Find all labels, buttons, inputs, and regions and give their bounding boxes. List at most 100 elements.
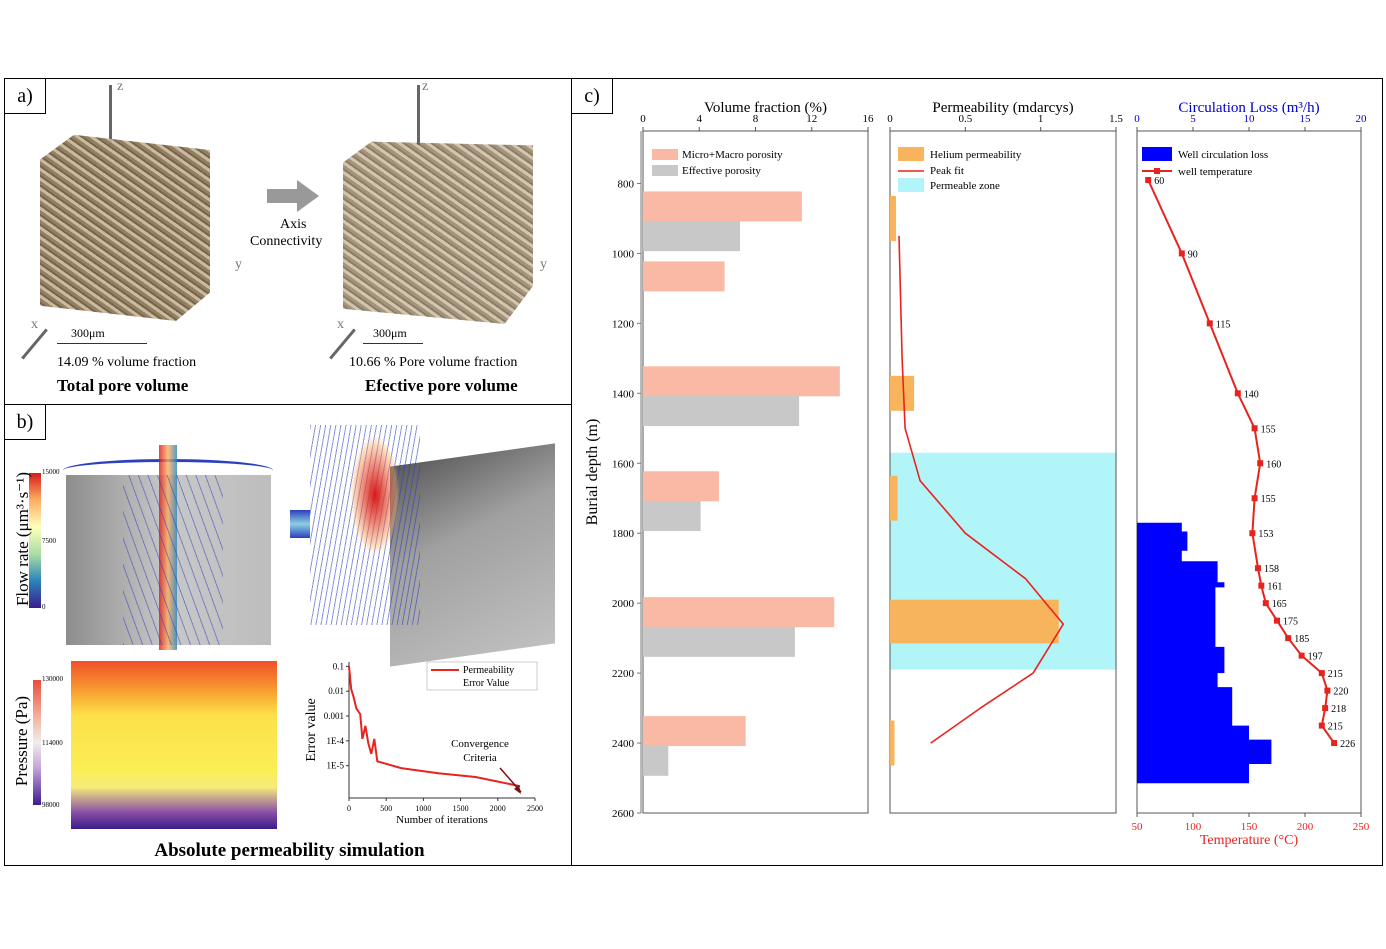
conv-legend-box [426, 661, 538, 691]
flow-tick-mid: 7500 [42, 537, 56, 545]
chart1-bar-effective [643, 221, 741, 252]
chart1-legend-label: Effective porosity [682, 165, 761, 177]
scale-label-2: 300μm [373, 326, 407, 340]
flow-tick-min: 0 [42, 603, 46, 611]
chart3-xtick-label: 20 [1356, 113, 1368, 125]
temperature-label: 215 [1328, 722, 1343, 733]
chart2-frame [889, 130, 1117, 814]
chart2-xtick-label: 0.5 [958, 113, 972, 125]
conv-legend-label-1: Permeability [463, 665, 514, 676]
depth-tick-label: 2400 [612, 738, 635, 750]
panel-c: c) 800 1000 1200 1400 1600 1800 2000 2200 2400 26… [571, 78, 1383, 866]
flow-tick-max: 15000 [42, 468, 60, 476]
temperature-tick-label: 200 [1297, 821, 1314, 833]
chart1-bar-micro-macro [643, 261, 725, 292]
temperature-marker [1251, 425, 1258, 432]
depth-tick-label: 800 [618, 178, 635, 190]
chart1-bar-micro-macro [643, 716, 746, 747]
total-pore-title: Total pore volume [57, 376, 189, 395]
pressure-tick-max: 130000 [42, 675, 63, 683]
axis-y-label-2: y [540, 257, 547, 272]
cube-axis-x-arrow [21, 328, 48, 360]
convergence-arrowhead [514, 785, 521, 794]
panel-a-label: a) [5, 79, 46, 114]
chart3-xtick-label: 0 [1134, 113, 1140, 125]
temperature-tick-label: 150 [1241, 821, 1258, 833]
temperature-axis-title: Temperature (°C) [1200, 833, 1299, 848]
temperature-label: 160 [1266, 459, 1281, 470]
chart2-xtick-label: 1 [1038, 113, 1044, 125]
temperature-marker [1254, 565, 1261, 572]
flow-colorbar [29, 473, 41, 608]
chart1-bar-effective [643, 745, 669, 776]
flow-rate-label: Flow rate (μm³·s⁻¹) [13, 471, 32, 607]
helium-permeability-bar [890, 720, 895, 766]
temperature-tick-label: 250 [1353, 821, 1370, 833]
conv-xtick-label: 500 [380, 804, 392, 813]
chart1-bar-effective [643, 626, 795, 657]
chart3-xtick-label: 15 [1300, 113, 1312, 125]
scale-label: 300μm [71, 326, 105, 340]
temperature-marker [1318, 670, 1325, 677]
conv-ytick-label: 1E-5 [327, 761, 345, 771]
panel-a: a) z x y 300μm 14.09 % volume fraction T… [4, 78, 573, 406]
conv-y-title: Error value [304, 698, 319, 761]
temperature-marker [1262, 600, 1269, 607]
temperature-label: 158 [1264, 564, 1279, 575]
conv-legend-label-2: Error Value [463, 678, 510, 689]
depth-tick-label: 1600 [612, 458, 635, 470]
temperature-marker [1285, 635, 1292, 642]
effective-pore-cube [343, 141, 533, 324]
conv-x-title: Number of iterations [396, 814, 488, 826]
scale-bar [57, 343, 147, 344]
chart1-xtick-label: 16 [863, 113, 875, 125]
axis-x-label-2: x [337, 317, 344, 332]
temperature-label: 175 [1283, 617, 1298, 628]
effective-volume-caption: 10.66 % Pore volume fraction [349, 355, 518, 370]
chart2-xtick-label: 0 [887, 113, 893, 125]
depth-tick-label: 2600 [612, 808, 635, 820]
pressure-tick-mid: 114000 [42, 739, 63, 747]
chart1-xtick-label: 4 [697, 113, 703, 125]
temperature-label: 161 [1267, 582, 1282, 593]
well-log-charts: 800100012001400160018002000220024002600B… [584, 100, 1370, 848]
chart1-bar-micro-macro [643, 191, 802, 222]
temperature-tick-label: 50 [1132, 821, 1144, 833]
conv-xtick-label: 1500 [453, 804, 469, 813]
helium-permeability-bar [890, 375, 915, 411]
chart3-legend-label: Well circulation loss [1178, 149, 1268, 161]
temperature-label: 60 [1154, 176, 1164, 187]
temperature-marker [1331, 740, 1338, 747]
temperature-label: 197 [1308, 652, 1323, 663]
depth-tick-label: 1800 [612, 528, 635, 540]
depth-tick-label: 1000 [612, 248, 635, 260]
temperature-tick-label: 100 [1185, 821, 1202, 833]
streamline-simulation-vertical [63, 445, 273, 650]
chart1-legend-label: Micro+Macro porosity [682, 149, 783, 161]
temperature-label: 218 [1331, 704, 1346, 715]
temperature-marker [1298, 652, 1305, 659]
pressure-colorbar [33, 680, 41, 805]
axis-z-label-2: z [422, 79, 429, 94]
chart1-legend-swatch [652, 149, 678, 160]
chart3-legend-swatch [1142, 147, 1172, 161]
conv-ytick-label: 0.1 [333, 661, 344, 671]
chart2-title: Permeability (mdarcys) [932, 100, 1073, 116]
temperature-label: 140 [1244, 389, 1259, 400]
chart1-bar-micro-macro [643, 366, 840, 397]
streamline-simulation-horizontal [290, 415, 560, 667]
temperature-marker [1234, 390, 1241, 397]
convergence-annotation-2: Criteria [463, 752, 497, 764]
conv-ytick-label: 1E-4 [327, 736, 345, 746]
helium-permeability-bar [890, 599, 1059, 644]
pressure-field-image [71, 661, 277, 829]
chart1-title: Volume fraction (%) [704, 100, 827, 116]
convergence-annotation-1: Convergence [451, 738, 509, 750]
cube-axis-z-arrow-2 [417, 85, 420, 145]
axis-z-label: z [117, 79, 124, 94]
chart2-xtick-label: 1.5 [1109, 113, 1123, 125]
chart2-legend-swatch [898, 147, 924, 161]
scale-bar-2 [363, 343, 423, 344]
conv-xtick-label: 2500 [527, 804, 543, 813]
temperature-label: 165 [1272, 599, 1287, 610]
